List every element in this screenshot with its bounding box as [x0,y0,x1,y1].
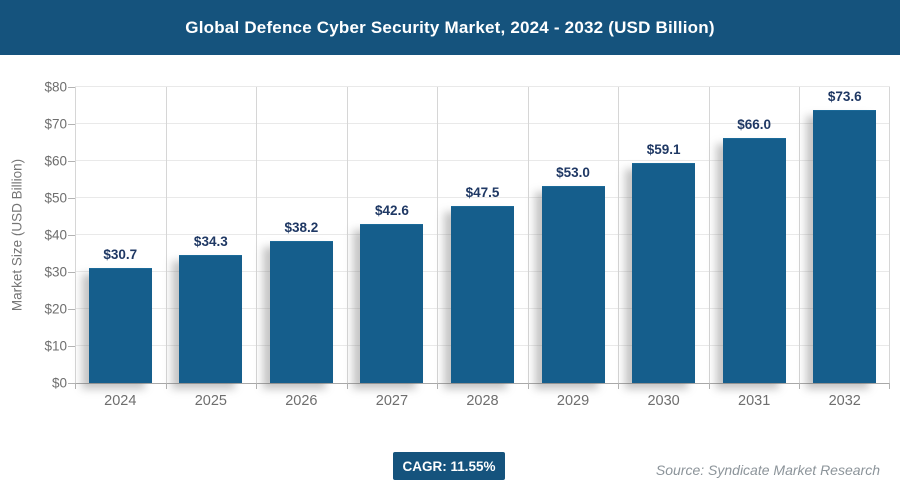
y-axis-tick-label: $70 [44,116,67,132]
x-axis-tick [618,383,620,389]
bar-2025 [179,255,243,383]
vertical-gridline [165,87,167,383]
vertical-gridline [799,87,801,383]
y-axis-tick [68,235,75,236]
bar-value-label: $47.5 [465,185,500,201]
y-axis-tick-label: $30 [44,264,67,280]
x-axis-tick [346,383,348,389]
vertical-gridline [527,87,529,383]
y-axis-tick-label: $0 [51,375,67,391]
y-axis-tick [68,198,75,199]
bar-value-label: $66.0 [737,116,772,132]
bar-value-label: $42.6 [375,203,409,219]
bar-value-label: $34.3 [193,234,228,250]
plot-area: $0 $10 $20 $30 $40 $50 $60 $70 $80 $30.7 2024 $34.3… [44,80,890,409]
bar-2027 [360,224,424,383]
bar-value-label: $59.1 [646,142,681,158]
bar-2030 [632,163,696,383]
horizontal-gridline [75,123,890,124]
x-axis-tick [799,383,801,389]
y-axis-tick-label: $40 [44,227,67,243]
y-axis-tick-label: $10 [44,338,67,354]
y-axis-tick-label: $60 [44,153,67,169]
bar-value-label: $30.7 [103,247,138,263]
chart-title-bar: Global Defence Cyber Security Market, 20… [0,0,900,55]
x-axis-tick [75,383,76,389]
y-axis-tick [68,383,75,384]
bar-2032 [813,109,877,383]
bar-2029 [541,185,605,383]
bar-2031 [722,137,786,383]
bar-2026 [269,240,333,383]
y-axis-tick-label: $50 [44,190,67,206]
horizontal-gridline [75,197,890,198]
x-axis-tick [437,383,439,389]
x-axis-label: 2030 [647,393,680,409]
y-axis-tick-label: $80 [44,79,67,95]
x-axis-label: 2027 [375,393,409,409]
y-axis-tick [68,161,75,162]
bar-value-label: $53.0 [556,164,590,180]
y-axis-tick [68,272,75,273]
y-axis-tick [68,124,75,125]
horizontal-gridline [75,86,890,87]
y-axis-line [75,87,76,383]
x-axis-label: 2032 [828,393,861,409]
x-axis-tick [256,383,258,389]
horizontal-gridline [75,160,890,161]
x-axis-label: 2029 [556,393,590,409]
x-axis-label: 2025 [194,393,227,409]
bar-2028 [451,206,514,383]
bar-2024 [88,268,152,383]
bar-value-label: $73.6 [827,88,862,104]
vertical-gridline [708,87,710,383]
source-text: Source: Syndicate Market Research [655,462,880,478]
x-axis-tick [708,383,710,389]
cagr-badge: CAGR: 11.55% [393,452,505,480]
bar-value-label: $38.2 [284,219,319,235]
x-axis-tick [165,383,167,389]
x-axis-line [75,383,890,384]
y-axis-tick-label: $20 [44,301,67,317]
y-axis-tick [68,346,75,347]
x-axis-label: 2031 [738,393,771,409]
y-axis-tick [68,87,75,88]
vertical-gridline [437,87,439,383]
y-axis-tick [68,309,75,310]
x-axis-label: 2024 [104,393,137,409]
x-axis-tick [527,383,529,389]
vertical-gridline [889,87,890,383]
x-axis-label: 2028 [466,393,499,409]
x-axis-label: 2026 [285,393,318,409]
vertical-gridline [346,87,348,383]
vertical-gridline [256,87,258,383]
x-axis-tick [889,383,890,389]
chart-title: Global Defence Cyber Security Market, 20… [185,17,715,37]
vertical-gridline [618,87,620,383]
